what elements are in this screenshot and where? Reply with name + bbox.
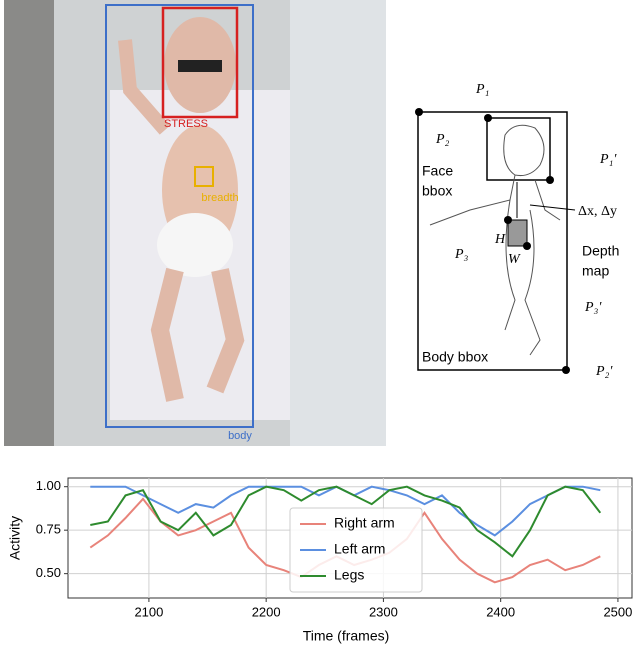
w-label: W <box>508 252 521 267</box>
y-tick-label: 0.75 <box>36 522 61 537</box>
series-line <box>90 485 602 558</box>
body-box-label: body <box>228 430 252 442</box>
x-tick-label: 2100 <box>134 604 163 619</box>
face-bbox-label: Face <box>422 163 453 179</box>
p1-label: P₁ <box>475 82 489 97</box>
face-box-label: STRESS <box>164 118 208 130</box>
y-tick-label: 1.00 <box>36 478 61 493</box>
p3-label: P₃ <box>454 247 469 262</box>
body-bbox-label: Body bbox <box>422 349 488 365</box>
legend-label: Left arm <box>334 541 385 557</box>
breath-box-label: breadth <box>201 192 238 204</box>
delta-label: Δx, Δy <box>578 204 617 219</box>
plot-frame <box>67 477 633 599</box>
p1-prime-label: P₁′ <box>599 152 617 167</box>
y-axis-label: Activity <box>7 516 23 560</box>
photo: STRESS breadth body <box>4 0 386 446</box>
diagram: P₁ P₂ Face bbox P₁′ Δx, Δy H W P₃ Depth … <box>415 82 619 379</box>
face-bbox-label: bbox <box>422 183 452 199</box>
y-tick-label: 0.50 <box>36 565 61 580</box>
depth-map-label: Depth <box>582 243 619 259</box>
h-label: H <box>494 232 506 247</box>
p2-label: P₂ <box>435 132 450 147</box>
legend-box <box>289 507 423 593</box>
x-tick-label: 2300 <box>369 604 398 619</box>
legend-label: Legs <box>334 567 364 583</box>
x-axis-label: Time (frames) <box>303 628 390 644</box>
p2-prime-label: P₂′ <box>595 364 613 379</box>
x-tick-label: 2400 <box>486 604 515 619</box>
x-tick-label: 2500 <box>603 604 632 619</box>
x-tick-label: 2200 <box>252 604 281 619</box>
p3-prime-label: P₃′ <box>584 300 602 315</box>
legend-label: Right arm <box>334 515 395 531</box>
depth-map-label: map <box>582 263 609 279</box>
